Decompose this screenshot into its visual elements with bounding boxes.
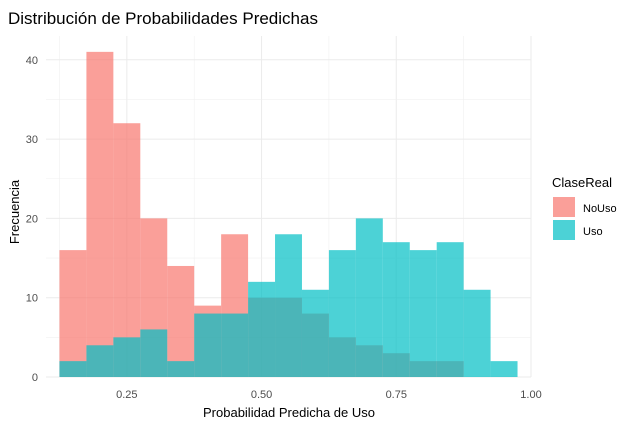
bar-nouso-4 — [167, 265, 195, 377]
legend-swatch-nouso — [553, 197, 575, 217]
bar-uso-4 — [167, 361, 195, 377]
x-tick-label: 0.75 — [386, 389, 407, 401]
legend-title: ClaseReal — [552, 175, 612, 190]
bar-nouso-2 — [113, 123, 141, 377]
bar-uso-7 — [248, 281, 276, 377]
bar-nouso-0 — [59, 250, 87, 377]
y-axis-tick-labels: 0 10 20 30 40 — [26, 55, 38, 384]
legend-label-uso: Uso — [583, 226, 603, 238]
x-tick-label: 0.25 — [116, 389, 137, 401]
y-tick-label: 20 — [26, 213, 38, 225]
bar-nouso-1 — [86, 51, 114, 377]
bar-uso-14 — [436, 242, 464, 377]
bar-uso-15 — [463, 289, 491, 377]
x-tick-label: 1.00 — [520, 389, 541, 401]
legend-label-nouso: NoUso — [583, 203, 617, 215]
legend: ClaseReal NoUso Uso — [552, 175, 617, 240]
legend-swatch-uso — [553, 220, 575, 240]
x-axis-title: Probabilidad Predicha de Uso — [203, 405, 375, 420]
bar-uso-1 — [86, 345, 114, 377]
y-tick-label: 40 — [26, 55, 38, 67]
x-tick-label: 0.50 — [251, 389, 272, 401]
bar-uso-8 — [275, 234, 302, 377]
y-tick-label: 0 — [32, 372, 38, 384]
series-uso-bars — [59, 218, 518, 377]
bar-uso-16 — [490, 361, 518, 377]
bar-uso-0 — [59, 361, 87, 377]
y-axis-title: Frecuencia — [7, 179, 22, 244]
x-axis-tick-labels: 0.25 0.50 0.75 1.00 — [116, 389, 542, 401]
bar-uso-3 — [140, 329, 168, 377]
bar-uso-10 — [328, 250, 356, 377]
bar-uso-13 — [409, 250, 437, 377]
y-tick-label: 30 — [26, 134, 38, 146]
bar-uso-5 — [194, 313, 222, 377]
bar-uso-6 — [221, 313, 249, 377]
bar-uso-11 — [355, 218, 383, 377]
bar-uso-9 — [301, 289, 329, 377]
bar-uso-12 — [382, 242, 410, 377]
bar-uso-2 — [113, 337, 141, 377]
chart-title: Distribución de Probabilidades Predichas — [8, 9, 318, 28]
y-tick-label: 10 — [26, 293, 38, 305]
